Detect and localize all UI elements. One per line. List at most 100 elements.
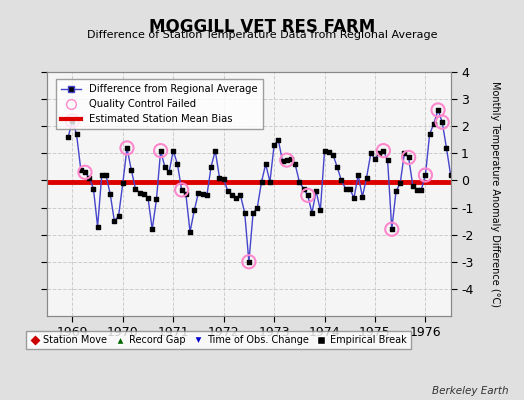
Text: MOGGILL VET RES FARM: MOGGILL VET RES FARM [149, 18, 375, 36]
Point [396, 180, 405, 186]
Point [81, 169, 89, 176]
Point [266, 178, 274, 185]
Point [194, 190, 203, 196]
Point [342, 185, 350, 192]
Point [303, 192, 312, 198]
Point [333, 164, 341, 170]
Point [316, 207, 324, 214]
Point [379, 148, 388, 154]
Point [421, 172, 430, 178]
Point [354, 172, 363, 178]
Point [329, 152, 337, 158]
Point [388, 226, 396, 232]
Point [379, 148, 388, 154]
Point [434, 107, 442, 113]
Point [287, 156, 295, 162]
Point [178, 187, 186, 193]
Point [236, 192, 245, 198]
Point [245, 258, 253, 265]
Point [169, 148, 178, 154]
Point [220, 176, 228, 182]
Point [295, 178, 303, 185]
Point [81, 169, 89, 176]
Point [413, 187, 421, 193]
Point [388, 226, 396, 232]
Point [102, 172, 110, 178]
Point [367, 150, 375, 156]
Point [89, 185, 97, 192]
Point [140, 191, 148, 197]
Point [371, 156, 379, 162]
Point [274, 136, 282, 143]
Point [211, 148, 220, 154]
Point [182, 191, 190, 197]
Point [417, 187, 425, 193]
Point [97, 172, 106, 178]
Point [123, 145, 131, 151]
Point [77, 166, 85, 173]
Point [438, 119, 446, 125]
Point [135, 190, 144, 196]
Point [131, 185, 139, 192]
Point [157, 148, 165, 154]
Point [278, 158, 287, 165]
Point [203, 192, 211, 198]
Point [207, 164, 215, 170]
Point [324, 149, 333, 155]
Point [224, 188, 232, 194]
Point [337, 177, 345, 184]
Point [282, 157, 291, 163]
Point [270, 142, 278, 148]
Point [409, 183, 417, 189]
Point [245, 258, 253, 265]
Point [144, 195, 152, 201]
Point [68, 118, 77, 124]
Point [358, 194, 367, 200]
Legend: Difference from Regional Average, Quality Control Failed, Estimated Station Mean: Difference from Regional Average, Qualit… [56, 80, 263, 130]
Point [114, 212, 123, 219]
Point [303, 192, 312, 198]
Point [148, 226, 156, 232]
Point [346, 185, 354, 192]
Point [253, 204, 261, 211]
Point [186, 229, 194, 235]
Point [350, 195, 358, 201]
Point [157, 148, 165, 154]
Point [405, 154, 413, 160]
Point [127, 166, 135, 173]
Point [199, 191, 207, 197]
Point [438, 119, 446, 125]
Point [405, 154, 413, 160]
Point [68, 118, 77, 124]
Point [173, 161, 182, 167]
Point [434, 107, 442, 113]
Point [320, 148, 329, 154]
Point [392, 188, 400, 194]
Point [299, 185, 308, 192]
Point [249, 210, 257, 216]
Point [312, 188, 320, 194]
Point [241, 210, 249, 216]
Point [282, 157, 291, 163]
Point [72, 131, 81, 138]
Point [425, 131, 434, 138]
Point [421, 172, 430, 178]
Point [261, 161, 270, 167]
Point [228, 192, 236, 198]
Text: Berkeley Earth: Berkeley Earth [432, 386, 508, 396]
Text: Difference of Station Temperature Data from Regional Average: Difference of Station Temperature Data f… [87, 30, 437, 40]
Y-axis label: Monthly Temperature Anomaly Difference (°C): Monthly Temperature Anomaly Difference (… [490, 81, 500, 307]
Point [215, 174, 224, 181]
Point [152, 196, 161, 203]
Point [430, 120, 438, 127]
Point [291, 161, 299, 167]
Point [161, 164, 169, 170]
Point [110, 218, 118, 224]
Point [190, 207, 199, 214]
Point [85, 174, 93, 181]
Point [400, 150, 409, 156]
Point [442, 145, 451, 151]
Point [363, 174, 371, 181]
Point [257, 178, 266, 185]
Point [165, 169, 173, 176]
